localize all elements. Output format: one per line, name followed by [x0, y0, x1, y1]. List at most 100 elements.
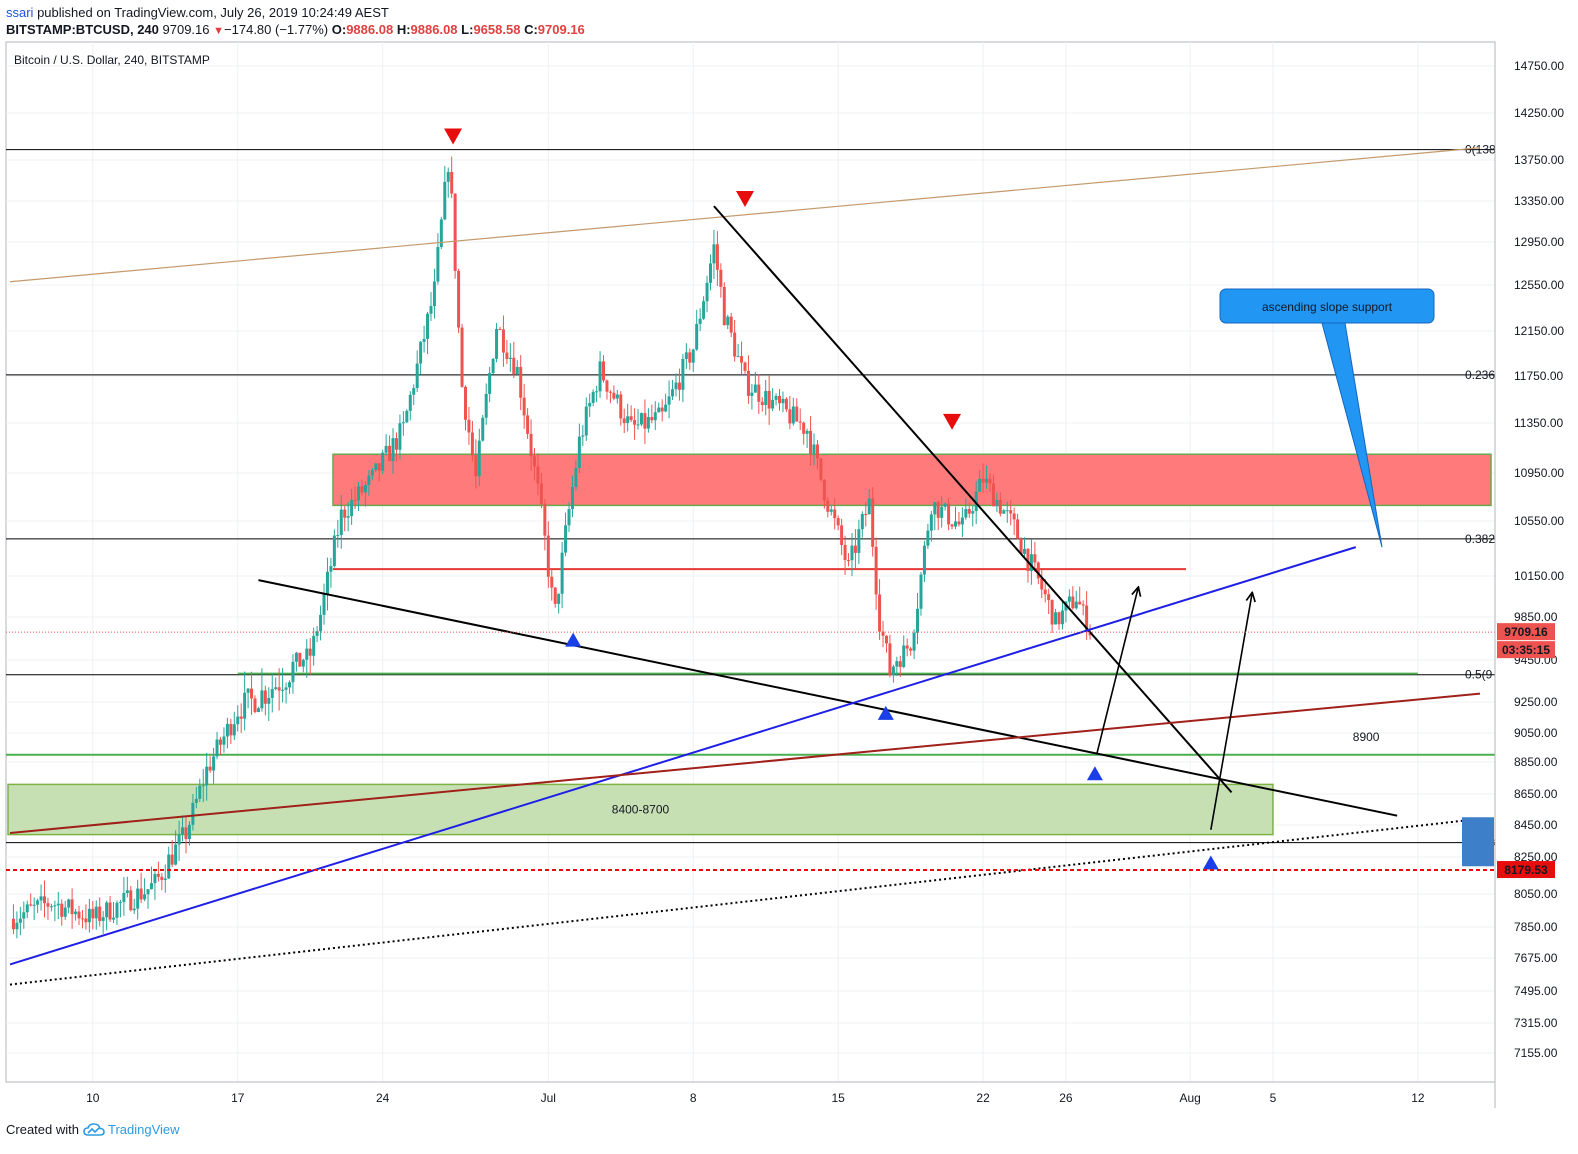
candle-body — [25, 904, 29, 913]
price-tick-label: 10150.00 — [1514, 569, 1564, 583]
candle-body — [198, 785, 202, 799]
callout-box — [1219, 288, 1435, 324]
candle-body — [605, 380, 609, 392]
candle-body — [156, 873, 160, 877]
last-price-label: 9709.16 — [1504, 625, 1548, 639]
candle-body — [360, 486, 364, 493]
candle-body — [357, 486, 361, 501]
candle-body — [401, 422, 405, 424]
candle-body — [129, 890, 133, 911]
candle-body — [819, 458, 823, 480]
candle-body — [902, 645, 906, 668]
dark-red-rising-line — [9, 692, 1481, 834]
candle-body — [367, 475, 371, 485]
candle-body — [1078, 601, 1082, 605]
candle-body — [201, 785, 205, 787]
candle-body — [315, 631, 319, 636]
dotted-support-line — [9, 817, 1481, 986]
candle-body — [546, 535, 550, 577]
candle-body — [105, 902, 109, 918]
candle-body — [815, 444, 819, 459]
candle-body — [857, 529, 861, 553]
candle-body — [32, 904, 36, 906]
candle-body — [750, 392, 754, 396]
countdown-label: 03:35:15 — [1502, 643, 1550, 657]
candle-body — [170, 854, 174, 865]
candle-body — [629, 416, 633, 421]
publisher-link[interactable]: ssari — [6, 5, 34, 20]
candle-body — [602, 361, 606, 381]
candle-body — [853, 545, 857, 553]
candle-body — [574, 468, 578, 488]
candle-body — [564, 525, 568, 553]
candle-body — [125, 890, 129, 894]
resistance-zone — [332, 453, 1492, 507]
candle-body — [570, 487, 574, 510]
candle-body — [457, 270, 461, 328]
candle-body — [539, 483, 543, 504]
candle-body — [394, 438, 398, 450]
candle-body — [250, 688, 254, 699]
candle-body — [798, 421, 802, 423]
candle-body — [698, 318, 702, 324]
candle-body — [305, 648, 309, 660]
candle-body — [619, 394, 623, 419]
time-tick-label: 26 — [1059, 1091, 1073, 1105]
time-tick-label: 22 — [976, 1091, 990, 1105]
candle-body — [933, 502, 937, 515]
candle-body — [339, 509, 343, 536]
candle-body — [1002, 510, 1006, 514]
candle-body — [49, 906, 53, 908]
candle-body — [187, 824, 191, 840]
candle-body — [874, 546, 878, 595]
candle-body — [222, 736, 226, 745]
fib-label: 0.382 — [1465, 532, 1495, 546]
candle-body — [985, 478, 989, 483]
down-arrow-icon: ▼ — [213, 25, 225, 37]
candle-body — [415, 363, 419, 389]
candle-body — [584, 406, 588, 436]
candle-body — [953, 521, 957, 527]
candle-body — [826, 500, 830, 512]
price-tick-label: 9050.00 — [1514, 726, 1558, 740]
candle-body — [712, 244, 716, 264]
candle-body — [671, 389, 675, 397]
candle-body — [1047, 594, 1051, 601]
open-value: 9886.08 — [346, 22, 394, 37]
candle-body — [215, 739, 219, 757]
callout-text: ascending slope support — [1262, 300, 1393, 314]
candle-body — [1033, 554, 1037, 563]
candle-body — [888, 643, 892, 676]
candle-body — [36, 900, 40, 905]
price-tick-label: 12150.00 — [1514, 324, 1564, 338]
candle-body — [426, 313, 430, 339]
down-triangle-icon — [444, 128, 463, 145]
candle-body — [160, 876, 164, 880]
candle-body — [391, 438, 395, 462]
candle-body — [115, 902, 119, 918]
tradingview-logo[interactable]: TradingView — [83, 1122, 180, 1137]
candle-body — [677, 382, 681, 390]
descending-resistance-line — [713, 205, 1233, 794]
candle-body — [408, 394, 412, 411]
candle-body — [809, 430, 813, 454]
chart-title: Bitcoin / U.S. Dollar, 240, BITSTAMP — [14, 53, 210, 67]
publish-datetime: , July 26, 2019 10:24:49 AEST — [213, 5, 389, 20]
candle-body — [598, 361, 602, 392]
candle-body — [67, 899, 71, 908]
candle-body — [781, 398, 785, 404]
price-tick-label: 13350.00 — [1514, 194, 1564, 208]
candle-body — [639, 413, 643, 425]
candle-body — [950, 524, 954, 527]
candle-body — [143, 894, 147, 900]
candle-body — [312, 635, 316, 656]
candle-body — [87, 908, 91, 923]
candle-body — [936, 502, 940, 518]
up-triangle-icon — [877, 705, 894, 720]
candle-body — [298, 652, 302, 667]
candle-body — [843, 545, 847, 561]
candle-body — [926, 530, 930, 546]
candle-body — [291, 661, 295, 683]
candle-body — [508, 357, 512, 359]
